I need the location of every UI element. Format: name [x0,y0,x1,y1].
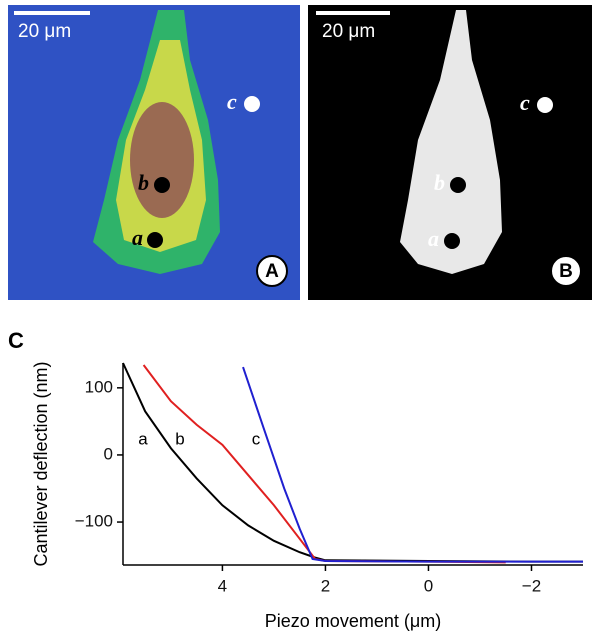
series-label: c [252,429,261,448]
x-tick-label: 4 [218,576,227,595]
point-label: c [520,90,530,115]
point-label: b [138,170,149,195]
x-tick-label: 0 [424,576,433,595]
line-series [142,364,506,564]
line-series [242,366,583,563]
y-tick-label: 0 [104,444,113,463]
panel-label: A [265,261,279,282]
y-tick-label: −100 [75,512,113,531]
point-label: a [132,225,143,250]
panel-label: C [8,328,24,353]
cell-mask [400,10,502,274]
point [450,177,466,193]
y-tick-label: 100 [85,377,113,396]
scale-bar-label: 20 μm [18,21,71,42]
point [537,97,553,113]
point [444,233,460,249]
x-tick-label: −2 [522,576,541,595]
panel-badge [256,255,288,287]
point-label: a [428,226,439,251]
panel-a: 20 μm a b c A [8,5,300,300]
y-axis-title: Cantilever deflection (nm) [31,361,51,566]
point [244,96,260,112]
point [154,177,170,193]
panel-label: B [559,261,573,282]
point-label: b [434,170,445,195]
line-series [122,362,583,563]
cell-core [130,102,194,218]
panel-b: 20 μm a b c B [308,5,592,300]
series-label: a [138,429,148,448]
panel-badge [550,255,582,287]
point [147,232,163,248]
series-label: b [175,429,184,448]
scale-bar-label: 20 μm [322,21,375,42]
x-axis-title: Piezo movement (μm) [265,611,441,631]
point-label: c [227,89,237,114]
x-tick-label: 2 [321,576,330,595]
